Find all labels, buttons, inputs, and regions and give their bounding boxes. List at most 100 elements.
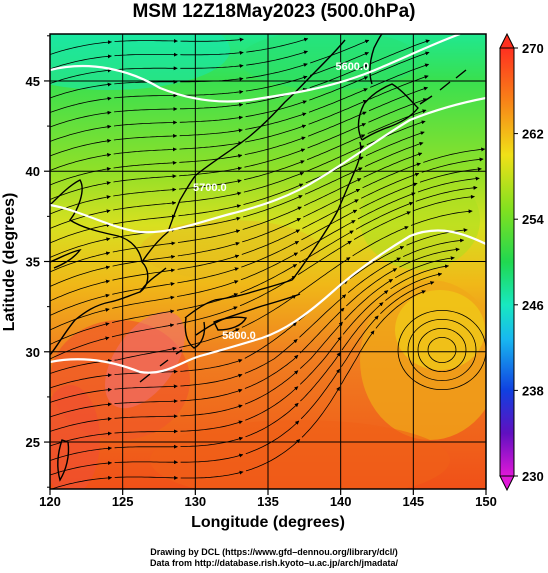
streamline: [180, 89, 244, 96]
streamline: [310, 39, 370, 64]
credits: Drawing by DCL (https://www.gfd–dennou.o…: [0, 547, 548, 569]
streamline: [244, 370, 299, 405]
streamline: [309, 64, 369, 89]
streamline: [50, 82, 112, 99]
streamline: [341, 315, 379, 367]
lat-lon-grid: [50, 34, 486, 489]
streamline: [243, 171, 305, 193]
streamline: [50, 96, 112, 113]
streamline: [302, 199, 359, 229]
vortex-streamline: [407, 318, 477, 381]
streamline: [50, 40, 112, 55]
streamline: [303, 188, 361, 218]
streamline: [114, 38, 178, 43]
streamline: [375, 290, 426, 329]
streamline: [413, 194, 475, 212]
streamline: [178, 179, 242, 190]
streamline: [300, 368, 341, 420]
streamline: [180, 102, 244, 110]
contour-label: 5600.0: [335, 61, 369, 73]
streamline: [50, 251, 111, 273]
streamline: [177, 254, 240, 270]
streamline: [355, 201, 414, 230]
streamline: [246, 37, 309, 53]
height-contours: [50, 34, 486, 374]
streamline: [344, 278, 393, 321]
contour-label: 5800.0: [222, 330, 256, 342]
streamline: [363, 152, 423, 178]
streamline: [178, 216, 241, 230]
streamline: [369, 75, 429, 100]
streamline: [244, 148, 306, 168]
streamline: [50, 223, 111, 244]
streamline: [245, 100, 307, 118]
streamline: [346, 268, 398, 307]
vortex-streamline: [417, 327, 467, 372]
streamline: [180, 359, 243, 372]
streamline: [180, 50, 244, 56]
y-tick-label: 25: [26, 435, 40, 450]
map-title: MSM 12Z18May2023 (500.0hPa): [132, 1, 416, 22]
streamline: [241, 294, 297, 328]
streamline: [385, 272, 443, 301]
x-tick-label: 145: [402, 494, 424, 509]
x-tick-label: 130: [184, 494, 206, 509]
streamline: [177, 241, 240, 257]
x-axis-label: Longitude (degrees): [191, 514, 345, 531]
y-axis-label: Latitude (degrees): [1, 193, 18, 332]
streamline: [179, 153, 243, 163]
colorbar-tick-label: 254: [522, 212, 544, 227]
streamline: [245, 402, 299, 438]
streamline: [180, 436, 244, 447]
streamline: [242, 195, 303, 218]
streamline: [241, 240, 300, 268]
streamline: [180, 373, 243, 387]
streamline: [180, 470, 244, 479]
streamline: [244, 322, 297, 359]
x-tick-label: 140: [330, 494, 352, 509]
streamline: [50, 475, 113, 489]
streamline: [406, 228, 468, 246]
streamline: [180, 404, 243, 417]
credit-drawing: Drawing by DCL (https://www.gfd–dennou.o…: [150, 547, 398, 557]
colorbar-top-arrow: [499, 32, 515, 49]
colorbar: 270 262 254 246 238 230: [499, 32, 544, 492]
streamline: [50, 138, 112, 157]
streamline: [240, 264, 298, 294]
streamline: [242, 206, 302, 230]
streamline: [179, 328, 240, 348]
streamline: [308, 88, 368, 113]
streamline: [403, 238, 465, 257]
x-tick-label: 120: [39, 494, 61, 509]
streamline: [114, 66, 178, 71]
streamline: [352, 226, 409, 257]
streamline: [304, 167, 363, 195]
streamline: [50, 336, 110, 360]
streamline: [113, 187, 177, 197]
streamline: [244, 136, 306, 155]
streamline: [415, 185, 478, 202]
x-tick-label: 150: [475, 494, 497, 509]
streamline: [242, 218, 301, 243]
streamline: [243, 183, 304, 205]
streamline: [179, 115, 243, 123]
vortex-streamline: [397, 310, 486, 390]
x-tick-label: 125: [112, 494, 134, 509]
colorbar-scale: [499, 47, 515, 477]
streamline: [178, 191, 242, 203]
streamline: [370, 51, 430, 76]
streamline: [114, 346, 177, 361]
streamline: [245, 75, 308, 92]
contour-labels: 5600.0 5700.0 5800.0: [193, 61, 369, 342]
streamline: [50, 237, 111, 258]
streamline: [390, 264, 449, 290]
streamline: [50, 279, 110, 302]
streamline: [368, 86, 428, 112]
streamline: [114, 399, 178, 405]
streamline: [179, 128, 243, 137]
streamline: [244, 338, 298, 374]
streamline: [246, 50, 308, 66]
streamline: [114, 107, 178, 113]
streamline: [50, 153, 112, 171]
streamline: [245, 124, 307, 143]
